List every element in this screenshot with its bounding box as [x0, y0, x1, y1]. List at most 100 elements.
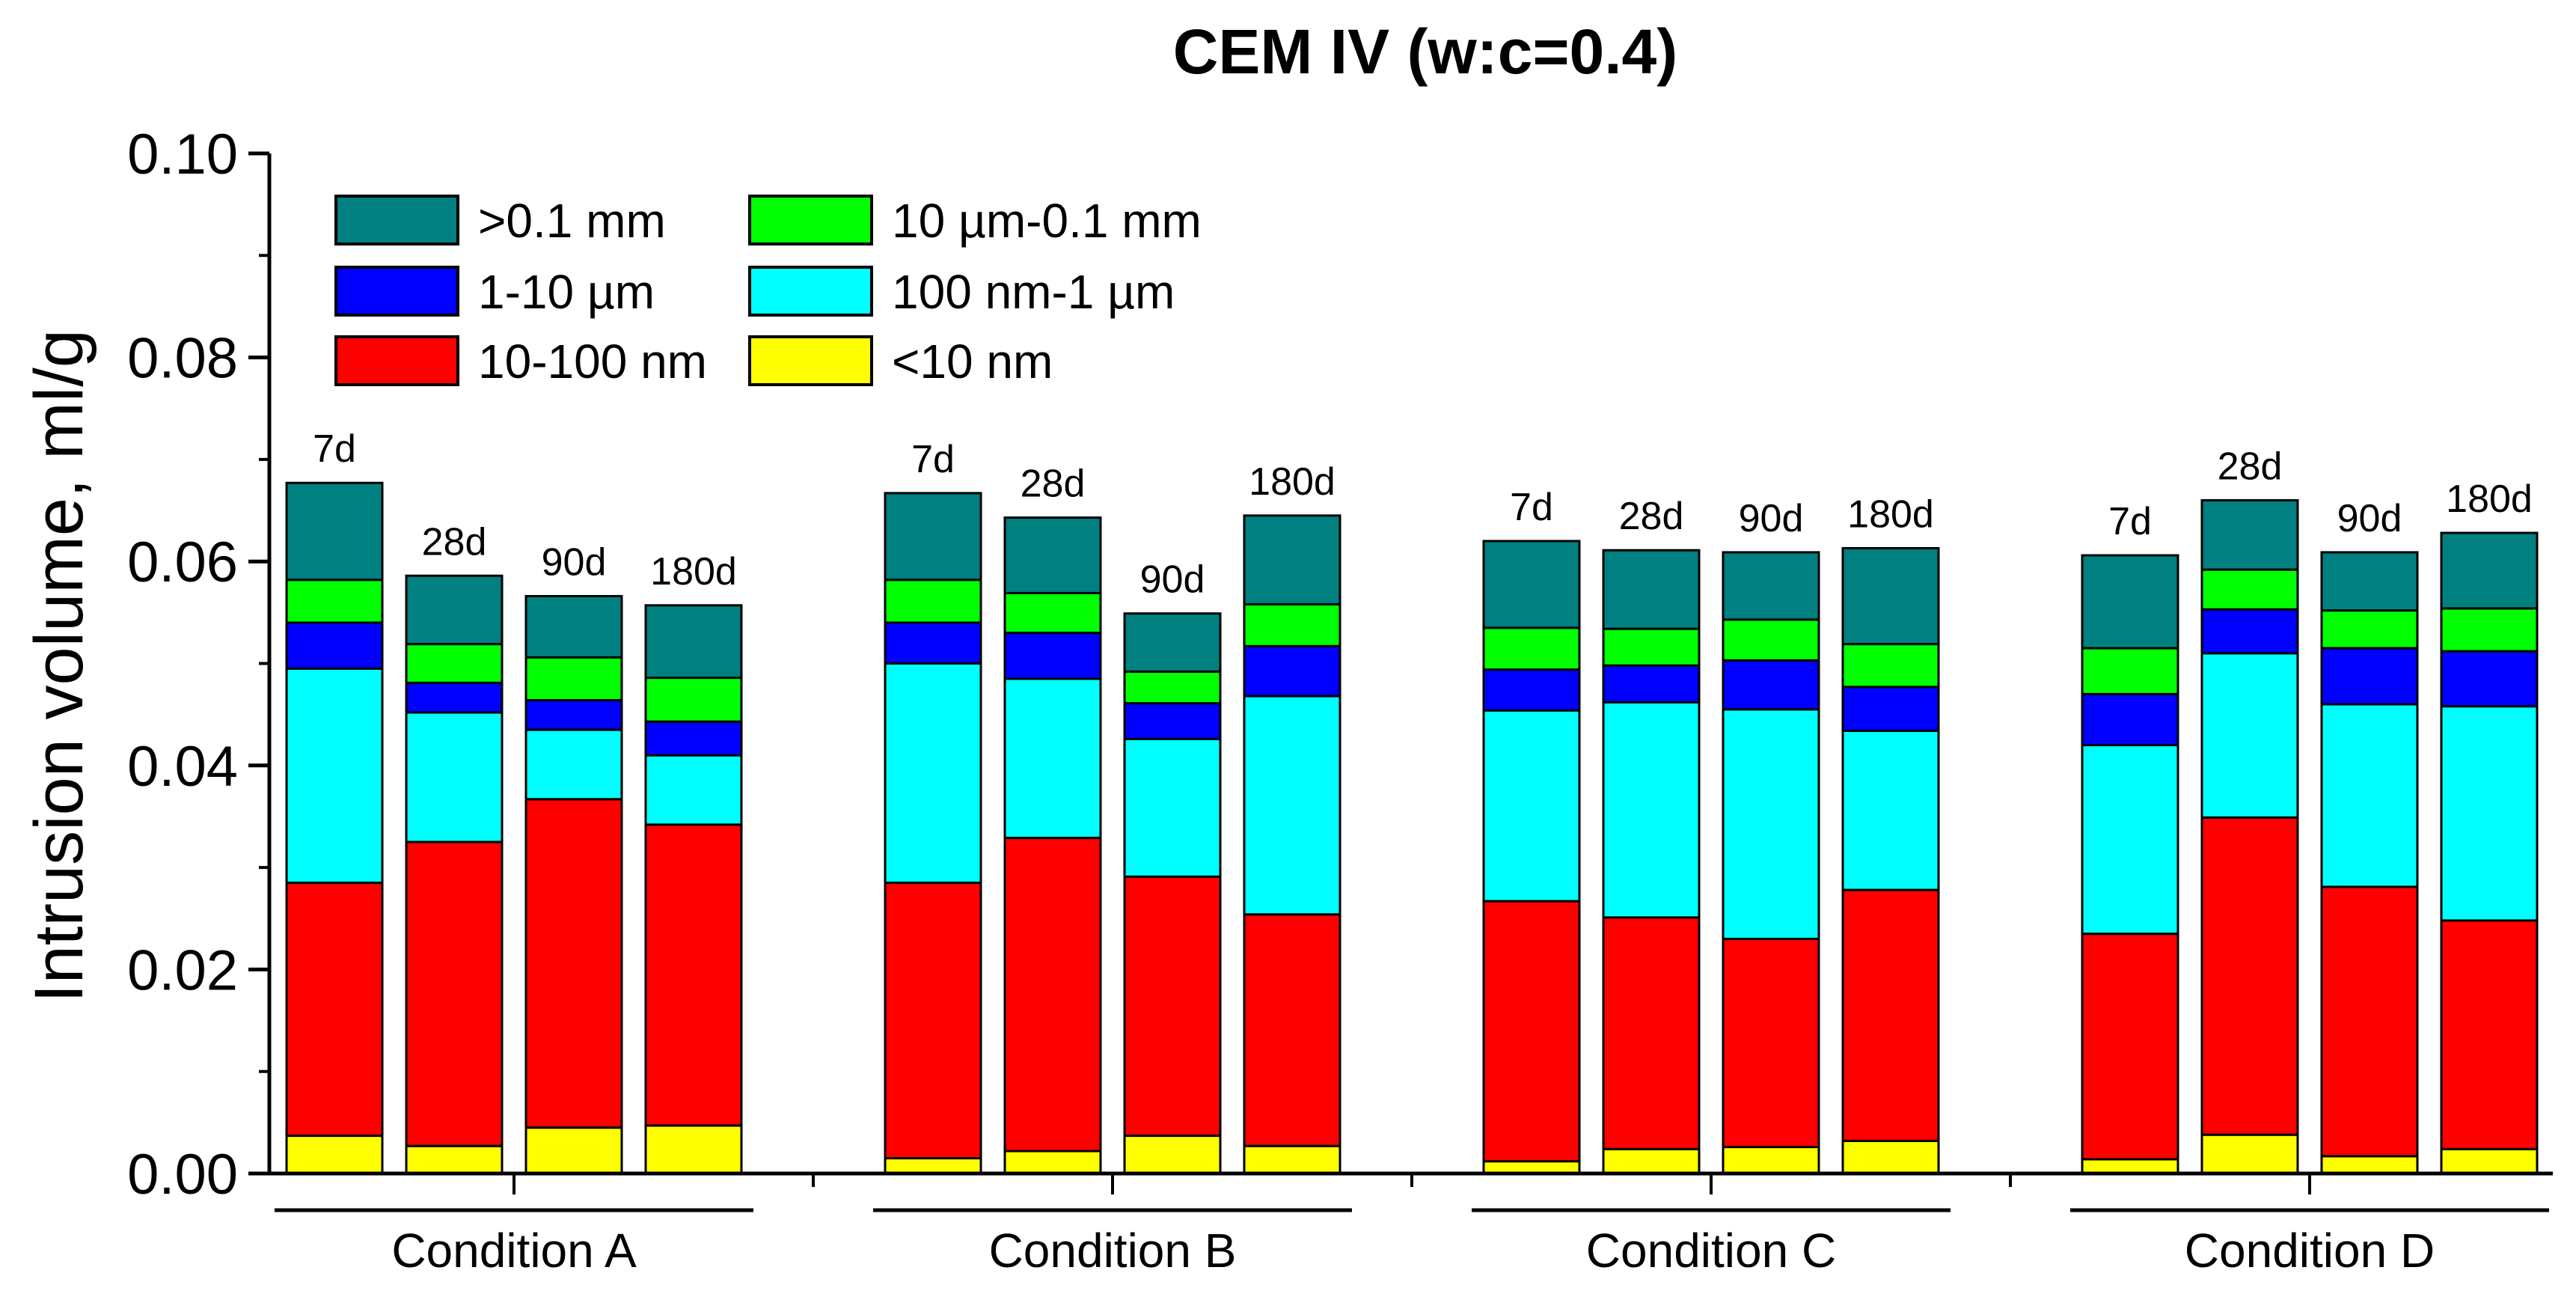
bar-segment: [405, 643, 504, 684]
bar-label: 180d: [1249, 460, 1336, 504]
bar-label: 7d: [911, 438, 955, 481]
bar-segment: [2320, 609, 2419, 650]
bar-segment: [2081, 744, 2179, 936]
stacked-bar: [524, 595, 623, 1175]
bar-segment: [1123, 702, 1222, 740]
bar-segment: [1841, 888, 1940, 1142]
bar-label: 90d: [1140, 558, 1205, 602]
y-tick-label: 0.08: [127, 327, 238, 391]
bar-segment: [1482, 626, 1581, 671]
legend-swatch: [748, 335, 873, 386]
bar-segment: [2320, 1155, 2419, 1175]
legend-swatch: [748, 266, 873, 317]
bar-segment: [2081, 933, 2179, 1161]
bars: [285, 481, 2539, 1175]
group-label: Condition B: [989, 1224, 1237, 1278]
bar-segment: [884, 882, 982, 1160]
legend-label: 10 µm-0.1 mm: [892, 194, 1202, 248]
bar-segment: [1243, 1144, 1341, 1175]
bar-label: 180d: [2446, 477, 2533, 521]
bar-segment: [1602, 1147, 1701, 1175]
y-axis-label: Intrusion volume, ml/g: [21, 329, 97, 1003]
bar-segment: [1602, 701, 1701, 919]
bar-segment: [1722, 938, 1820, 1149]
bar-segment: [524, 656, 623, 702]
bar-segment: [2440, 650, 2539, 708]
bar-segment: [1482, 900, 1581, 1163]
bar-label: 90d: [542, 541, 607, 585]
bar-segment: [1602, 664, 1701, 704]
bar-segment: [2320, 703, 2419, 888]
bar-segment: [1003, 837, 1102, 1153]
bar-segment: [644, 1124, 743, 1175]
group-label: Condition A: [391, 1224, 637, 1278]
bar-segment: [2200, 652, 2299, 819]
bar-segment: [1841, 729, 1940, 891]
y-tick-label: 0.00: [127, 1143, 238, 1206]
bar-segment: [405, 711, 504, 843]
legend-item: >0.1 mm: [334, 194, 666, 248]
bar-segment: [524, 699, 623, 731]
bar-segment: [1003, 632, 1102, 680]
bar-label: 28d: [422, 520, 487, 564]
legend-label: <10 nm: [892, 335, 1053, 388]
bar-segment: [2320, 647, 2419, 706]
stacked-bar: [1003, 516, 1102, 1175]
bar-segment: [1003, 591, 1102, 635]
bar-label: 180d: [650, 550, 737, 593]
bar-segment: [644, 677, 743, 723]
bar-segment: [524, 728, 623, 801]
bar-segment: [405, 1144, 504, 1175]
bar-segment: [2200, 498, 2299, 571]
bar-segment: [1722, 708, 1820, 941]
bar-segment: [2440, 1147, 2539, 1175]
bar-segment: [1841, 686, 1940, 732]
bar-segment: [644, 823, 743, 1127]
y-axis: 0.00 0.02 0.04 0.06 0.08 0.10: [127, 123, 272, 1206]
bar-segment: [1722, 551, 1820, 621]
bar-segment: [2440, 531, 2539, 610]
bar-segment: [1243, 602, 1341, 647]
stacked-bar: [405, 574, 504, 1175]
bar-label: 90d: [2337, 497, 2402, 540]
stacked-bar: [2200, 498, 2299, 1175]
bar-segment: [1243, 644, 1341, 698]
bar-segment: [1243, 913, 1341, 1147]
legend-swatch: [334, 266, 459, 317]
bar-segment: [285, 1135, 384, 1175]
y-tick-label: 0.10: [127, 123, 238, 186]
bar-segment: [1602, 549, 1701, 630]
bar-segment: [2081, 692, 2179, 747]
bar-label: 7d: [1510, 486, 1553, 529]
legend-item: 100 nm-1 µm: [748, 265, 1175, 319]
legend-label: >0.1 mm: [478, 194, 666, 248]
stacked-bar: [1602, 549, 1701, 1175]
legend-swatch: [748, 195, 873, 245]
bar-segment: [1602, 916, 1701, 1150]
bar-segment: [285, 481, 384, 582]
bar-segment: [2200, 816, 2299, 1136]
bar-segment: [1243, 514, 1341, 605]
group-label: Condition D: [2185, 1224, 2435, 1278]
bar-segment: [2440, 607, 2539, 653]
bar-segment: [285, 579, 384, 624]
bar-label: 7d: [313, 427, 356, 471]
group-label: Condition C: [1586, 1224, 1836, 1278]
bar-labels: 7d 28d 90d 180d 7d 28d 90d 180d 7d 28d 90d 180d 7d 28…: [313, 427, 2533, 601]
bar-segment: [884, 492, 982, 582]
bar-segment: [2081, 554, 2179, 650]
legend-item: 10 µm-0.1 mm: [748, 194, 1202, 248]
bar-segment: [1841, 1139, 1940, 1175]
bar-label: 28d: [1619, 495, 1684, 538]
bar-label: 90d: [1739, 497, 1804, 540]
bar-label: 180d: [1847, 492, 1934, 536]
legend-item: <10 nm: [748, 335, 1053, 388]
bar-segment: [884, 579, 982, 624]
bar-segment: [1841, 643, 1940, 689]
bar-segment: [1123, 875, 1222, 1138]
stacked-bar: [1243, 514, 1341, 1175]
bar-segment: [285, 621, 384, 670]
legend-swatch: [334, 335, 459, 386]
bar-label: 7d: [2108, 500, 2152, 543]
